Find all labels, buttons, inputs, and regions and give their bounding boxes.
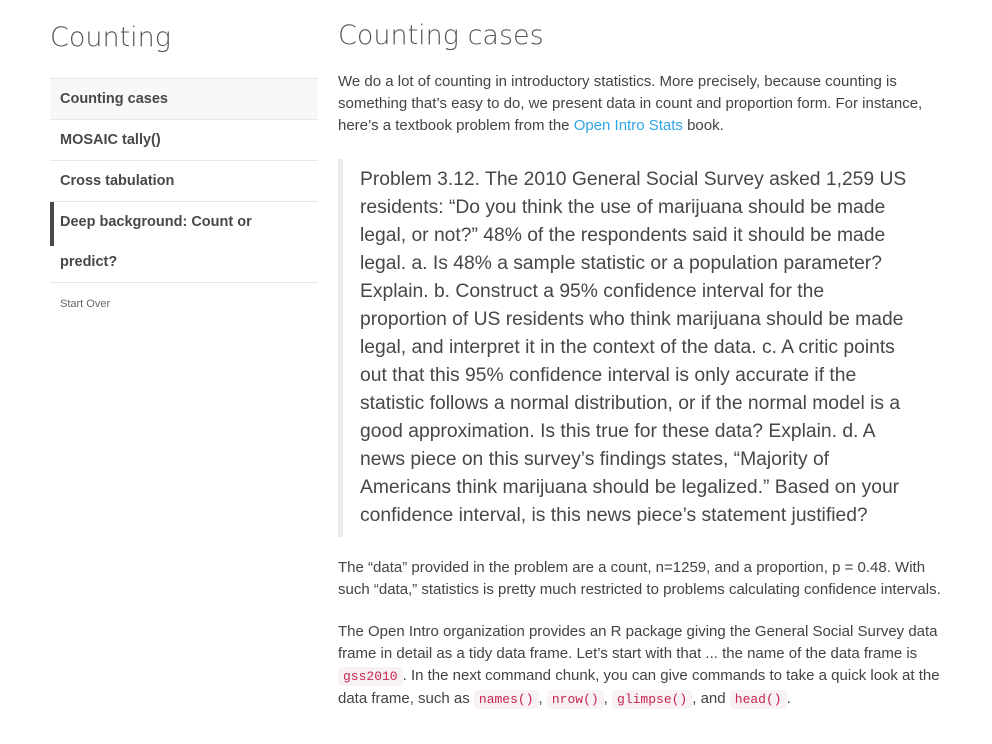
page-title: Counting cases bbox=[338, 20, 544, 51]
topic-label: MOSAIC tally() bbox=[60, 132, 161, 148]
current-topic-indicator bbox=[50, 202, 54, 246]
package-paragraph: The Open Intro organization provides an … bbox=[338, 621, 952, 711]
intro-text-before: We do a lot of counting in introductory … bbox=[338, 73, 923, 134]
sidebar-item-mosaic-tally[interactable]: MOSAIC tally() bbox=[50, 120, 318, 161]
topic-label: Cross tabulation bbox=[60, 173, 175, 189]
intro-paragraph: We do a lot of counting in introductory … bbox=[338, 71, 952, 137]
sidebar-item-counting-cases[interactable]: Counting cases bbox=[50, 79, 318, 120]
inline-code-gss2010: gss2010 bbox=[338, 667, 403, 686]
topic-label: Counting cases bbox=[60, 91, 168, 107]
package-text-1: The Open Intro organization provides an … bbox=[338, 623, 938, 662]
data-paragraph: The “data” provided in the problem are a… bbox=[338, 559, 941, 598]
package-text-6: . bbox=[786, 690, 791, 707]
topic-content: Counting cases We do a lot of counting i… bbox=[338, 0, 952, 744]
inline-code-nrow: nrow() bbox=[546, 690, 604, 709]
inline-code-names: names() bbox=[473, 690, 539, 709]
sidebar-item-cross-tabulation[interactable]: Cross tabulation bbox=[50, 161, 318, 202]
package-text-4: , bbox=[603, 690, 613, 707]
package-text-3: , bbox=[538, 690, 547, 707]
start-over-button[interactable]: Start Over bbox=[60, 298, 111, 310]
intro-text-after: book. bbox=[682, 117, 724, 134]
inline-code-head: head() bbox=[729, 690, 787, 709]
problem-blockquote: Problem 3.12. The 2010 General Social Su… bbox=[338, 159, 908, 537]
inline-code-glimpse: glimpse() bbox=[612, 690, 693, 709]
sidebar-item-deep-background[interactable]: Deep background: Count or predict? bbox=[50, 202, 318, 283]
package-text-5: , and bbox=[692, 690, 730, 707]
package-text-2: . In the next command chunk, you can giv… bbox=[338, 667, 940, 707]
topic-label: Deep background: Count or predict? bbox=[60, 214, 252, 270]
sidebar: Counting Counting cases MOSAIC tally() C… bbox=[50, 0, 318, 744]
topics-nav: Counting cases MOSAIC tally() Cross tabu… bbox=[50, 78, 318, 283]
open-intro-stats-link[interactable]: Open Intro Stats bbox=[573, 117, 683, 134]
tutorial-title: Counting bbox=[50, 22, 171, 53]
